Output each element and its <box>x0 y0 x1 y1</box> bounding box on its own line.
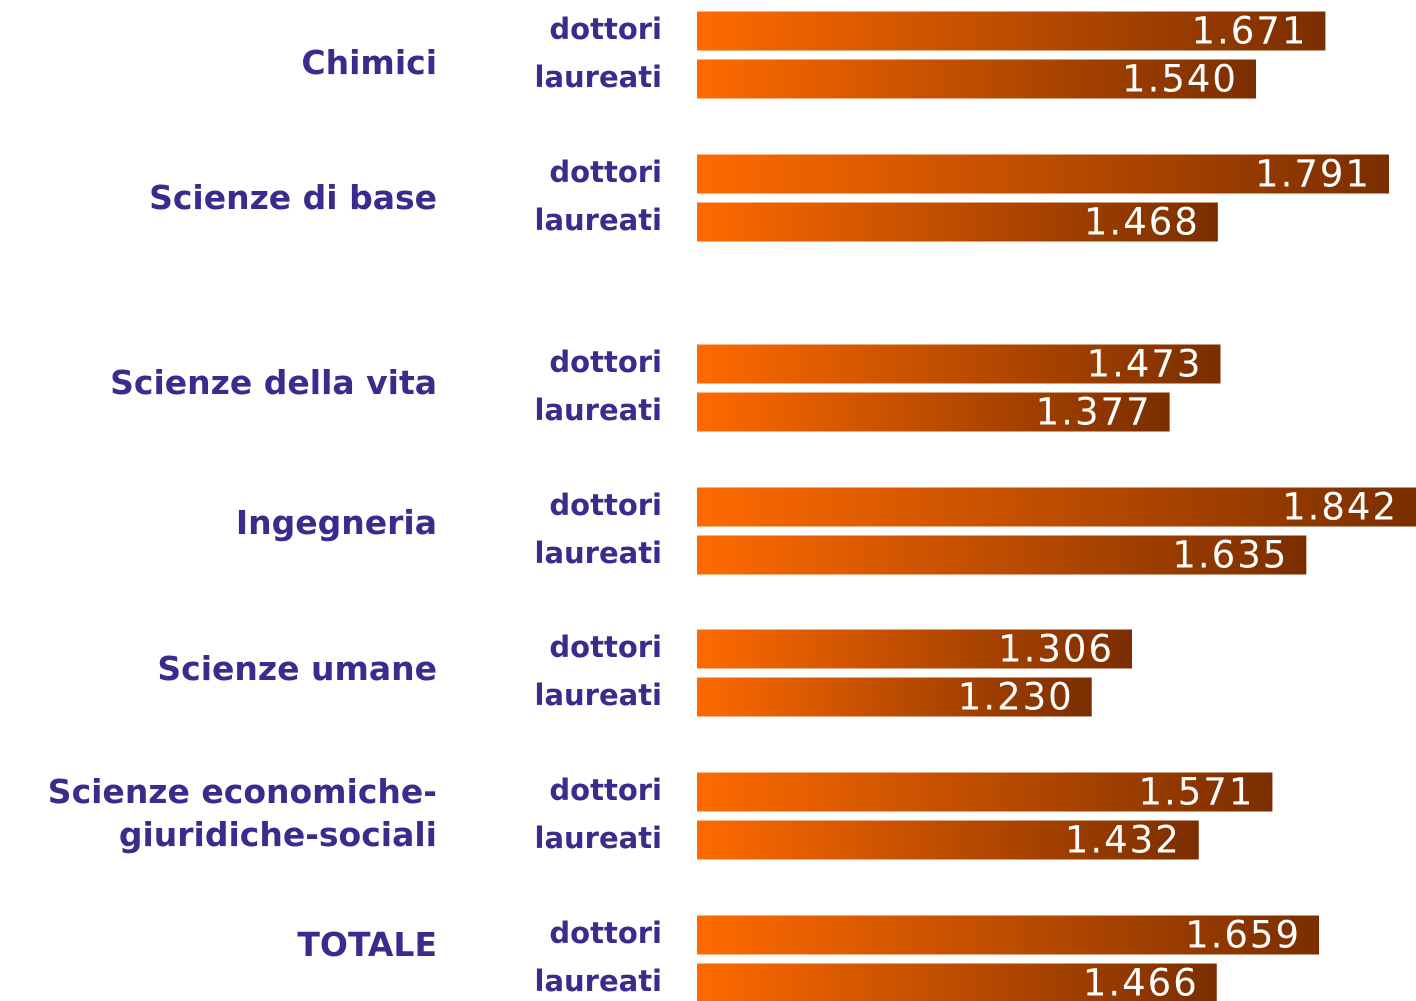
value-label: 1.671 <box>1191 10 1307 53</box>
category-label: Ingegneria <box>235 502 437 542</box>
bar <box>697 963 1217 1001</box>
value-label: 1.377 <box>1036 391 1152 434</box>
bar <box>697 154 1389 194</box>
category-label: Chimici <box>301 42 437 82</box>
series-label: laureati <box>535 678 663 712</box>
bar <box>697 915 1320 955</box>
series-label: laureati <box>535 536 663 570</box>
bar <box>697 629 1133 669</box>
bar <box>697 11 1326 51</box>
value-label: 1.659 <box>1185 914 1301 957</box>
value-label: 1.540 <box>1122 58 1238 101</box>
value-label: 1.791 <box>1255 153 1371 196</box>
series-label: dottori <box>549 155 662 189</box>
series-label: dottori <box>549 488 662 522</box>
bar <box>697 202 1218 242</box>
bar <box>697 392 1170 432</box>
bar <box>697 59 1256 99</box>
value-label: 1.306 <box>998 628 1114 671</box>
series-label: laureati <box>535 203 663 237</box>
series-label: dottori <box>549 773 662 807</box>
series-label: dottori <box>549 630 662 664</box>
series-label: dottori <box>549 916 662 950</box>
bar <box>697 772 1273 812</box>
bar <box>697 487 1416 527</box>
category-label: Scienze di base <box>149 177 437 217</box>
value-label: 1.466 <box>1083 962 1199 1001</box>
category-label: TOTALE <box>297 924 437 964</box>
series-label: laureati <box>535 964 663 998</box>
value-label: 1.468 <box>1084 201 1200 244</box>
value-label: 1.432 <box>1065 819 1181 862</box>
series-label: laureati <box>535 393 663 427</box>
bar <box>697 344 1221 384</box>
value-label: 1.473 <box>1087 343 1203 386</box>
bar <box>697 677 1092 717</box>
value-label: 1.230 <box>958 676 1074 719</box>
category-label: Scienze umane <box>157 648 437 688</box>
series-label: laureati <box>535 60 663 94</box>
value-label: 1.842 <box>1282 486 1398 529</box>
bar <box>697 820 1199 860</box>
value-label: 1.571 <box>1138 771 1254 814</box>
series-label: laureati <box>535 821 663 855</box>
bar <box>697 535 1307 575</box>
series-label: dottori <box>549 12 662 46</box>
series-label: dottori <box>549 345 662 379</box>
category-label: Scienze economiche-giuridiche-sociali <box>47 772 437 854</box>
value-label: 1.635 <box>1172 534 1288 577</box>
category-label: Scienze della vita <box>110 362 437 402</box>
